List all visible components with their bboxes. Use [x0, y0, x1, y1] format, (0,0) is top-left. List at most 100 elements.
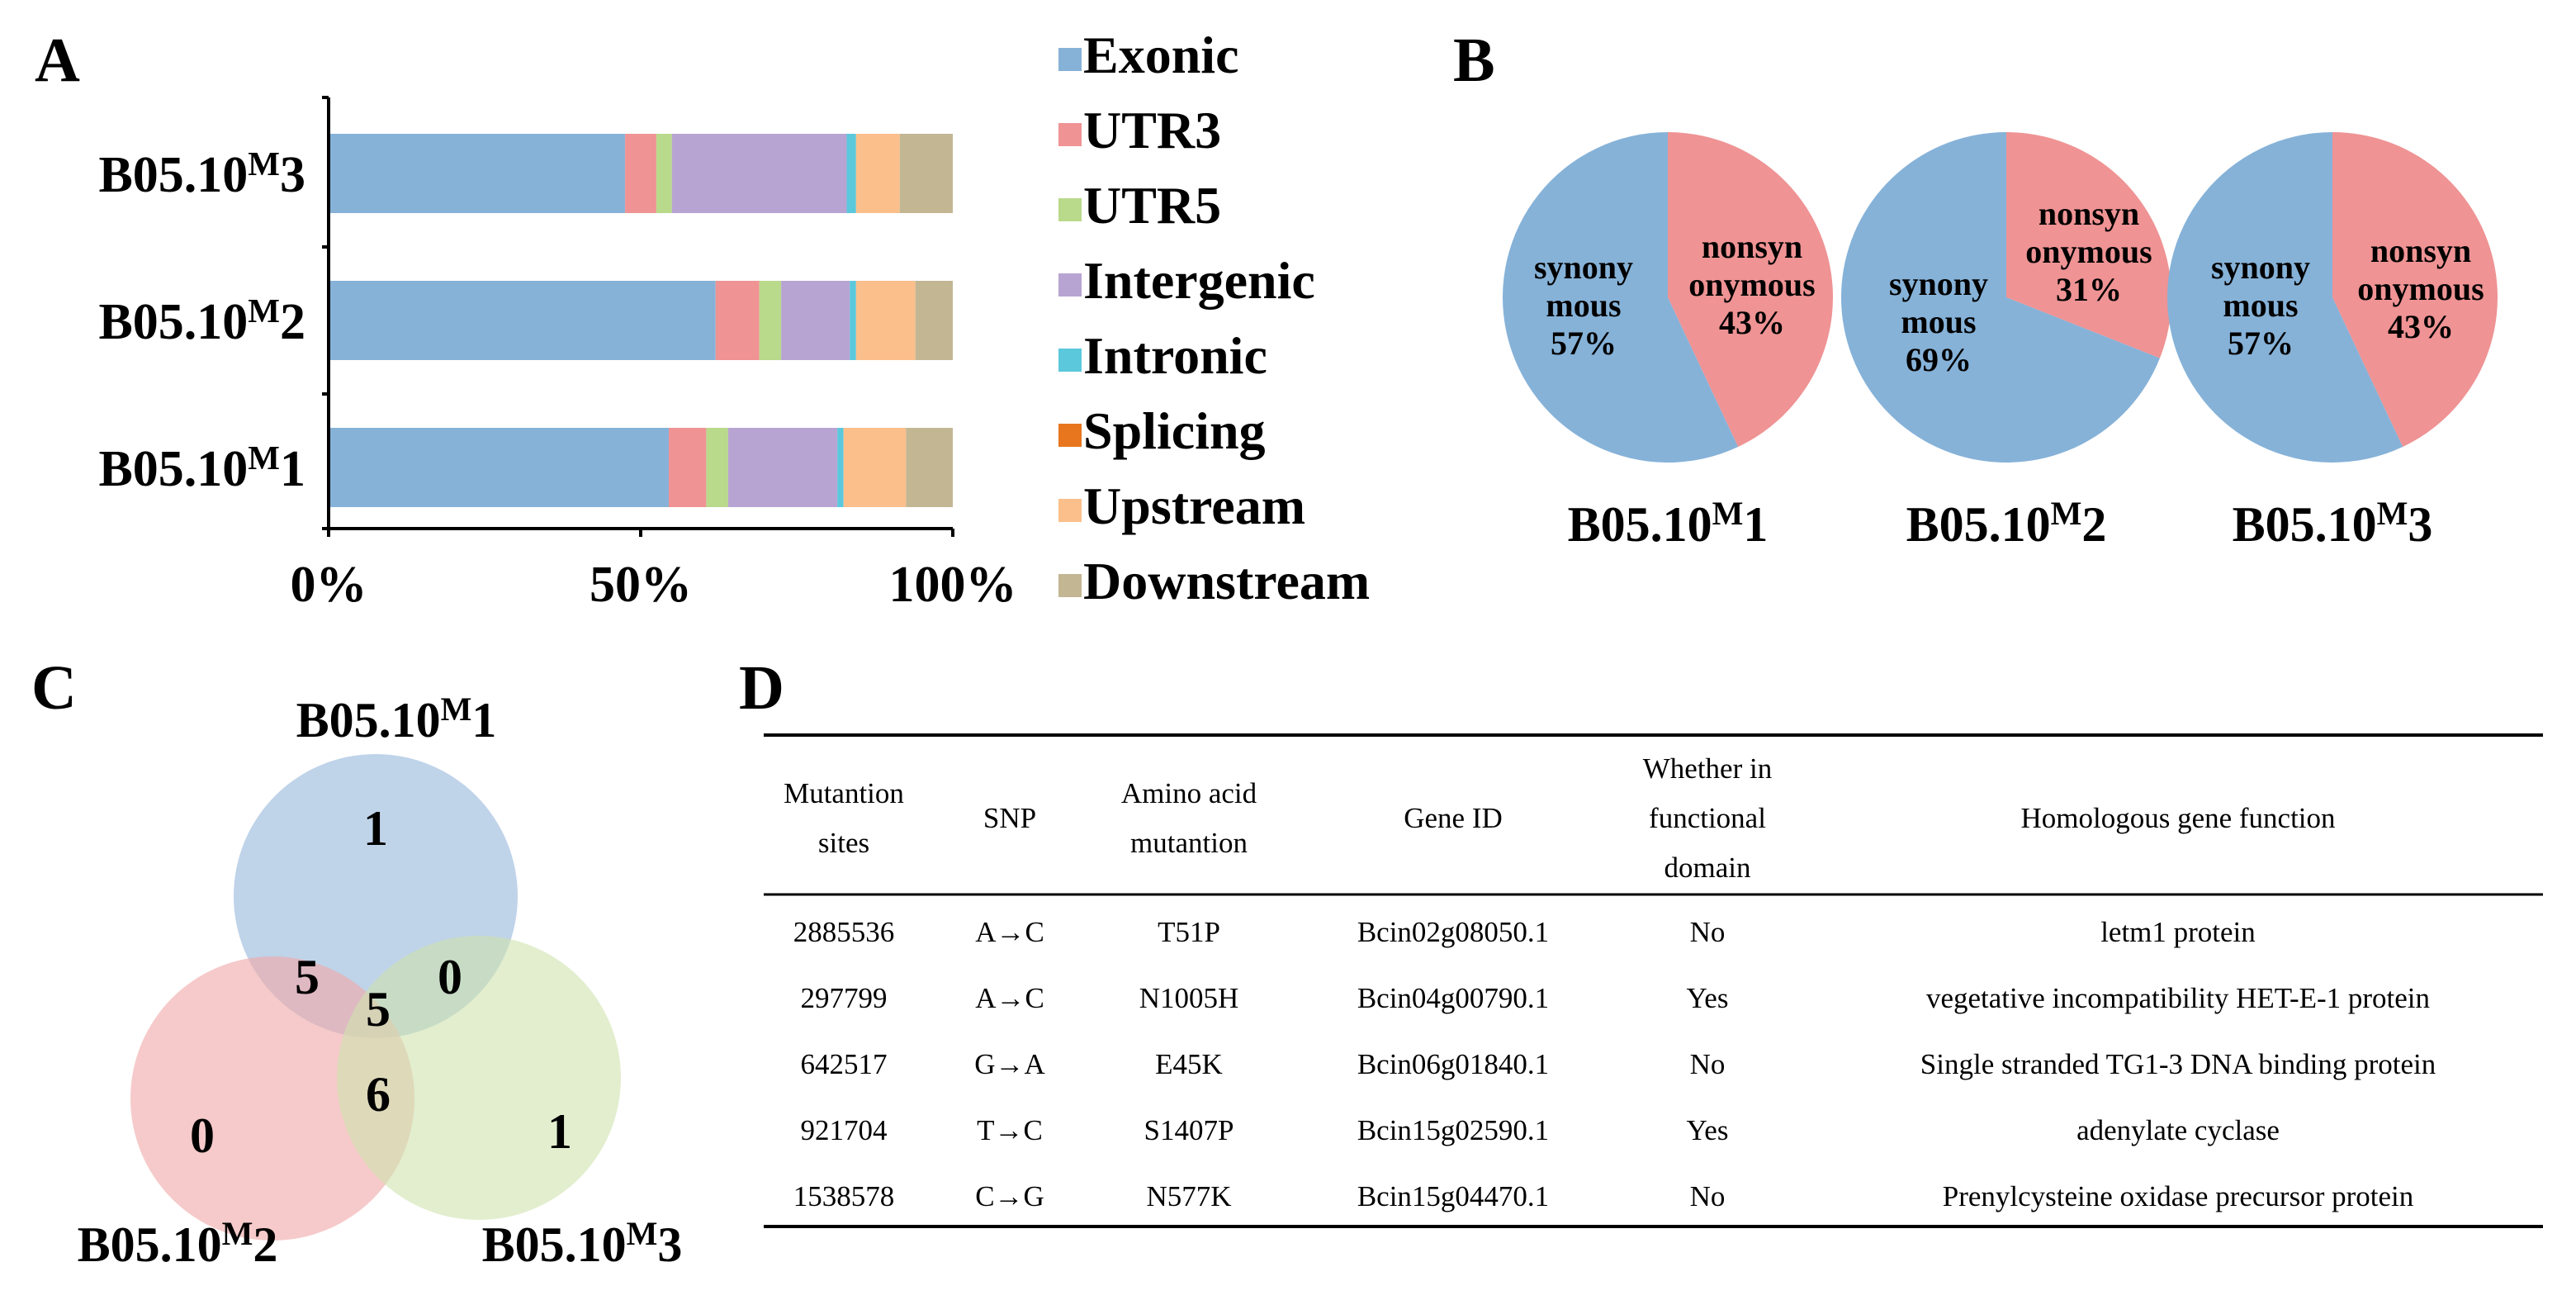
panel-label-c: C [31, 653, 77, 723]
table-header-cell: Mutantion sites [784, 777, 904, 859]
legend-label-utr5: UTR5 [1083, 176, 1221, 235]
pie-slice-label: synony mous 57% [2211, 249, 2310, 362]
table-header-cell: SNP [983, 802, 1036, 834]
table-cell: Single stranded TG1-3 DNA binding protei… [1920, 1048, 2436, 1080]
bar-segment-downstream-3 [906, 428, 953, 507]
table-cell: T51P [1158, 916, 1220, 948]
table-cell: 297799 [801, 982, 888, 1014]
legend-swatch-utr5 [1058, 198, 1082, 221]
venn-count-only-m3: 1 [547, 1104, 572, 1159]
table-cell: Bcin06g01840.1 [1357, 1048, 1549, 1080]
venn-diagram: 1 0 1 5 0 5 6 B05.10M1 B05.10M2 B05.10M3 [78, 690, 683, 1272]
table-header-cell: Amino acid mutantion [1121, 777, 1257, 859]
legend-label-upstream: Upstream [1083, 477, 1305, 535]
y-category-label: B05.10M3 [98, 145, 305, 203]
y-tick-labels: B05.10M3 B05.10M2 B05.10M1 [98, 145, 305, 497]
table-cell: vegetative incompatibility HET-E-1 prote… [1926, 982, 2430, 1014]
table-header: Mutantion sites SNP Amino acid mutantion Gene… [784, 752, 2335, 884]
bar-series-group [329, 134, 953, 507]
panel-label-b: B [1453, 26, 1495, 95]
table-header-cell: Gene ID [1404, 802, 1503, 834]
y-category-label: B05.10M1 [98, 439, 305, 497]
table-cell: Prenylcysteine oxidase precursor protein [1943, 1180, 2414, 1212]
table-cell: Yes [1687, 982, 1729, 1014]
legend-label-exonic: Exonic [1083, 26, 1238, 84]
x-tick-label: 100% [889, 557, 1017, 613]
legend-label-intergenic: Intergenic [1083, 251, 1315, 310]
stacked-bar-chart: B05.10M3 B05.10M2 B05.10M1 0% 50% 100% Exoni… [98, 26, 1370, 613]
table-row: 2885536 A→C T51P Bcin02g08050.1 No letm1 prot… [793, 916, 2256, 948]
bar-segment-intronic-1 [846, 134, 856, 213]
table-cell: C→G [975, 1180, 1044, 1212]
legend-swatch-downstream [1058, 574, 1082, 597]
table-cell: adenylate cyclase [2076, 1114, 2280, 1146]
pie-slice-label: nonsyn onymous 31% [2025, 195, 2152, 308]
venn-count-all: 5 [366, 982, 391, 1037]
pie-slice-label: synony mous 69% [1889, 265, 1988, 378]
table-cell: No [1690, 1180, 1726, 1212]
bar-segment-utr3-2 [715, 281, 760, 360]
pie-slice-synonymous-2 [1841, 132, 2160, 463]
pie-charts: synony mous 57% nonsyn onymous 43% B05.10M1 syn… [1502, 131, 2498, 552]
venn-count-m1-m3: 0 [438, 950, 462, 1004]
pie-slice-nonsynonymous-1 [1668, 132, 1833, 447]
venn-count-m2-m3: 6 [366, 1067, 391, 1122]
table-row: 1538578 C→G N577K Bcin15g04470.1 No Prenylcys… [793, 1180, 2414, 1212]
table-cell: Bcin15g04470.1 [1357, 1180, 1549, 1212]
bar-segment-exonic-2 [329, 281, 716, 360]
x-tick-label: 0% [291, 557, 367, 613]
pie-slice-nonsynonymous-3 [2332, 132, 2498, 447]
table-cell: E45K [1155, 1048, 1223, 1080]
legend-swatch-utr3 [1058, 123, 1082, 146]
table-body: 2885536 A→C T51P Bcin02g08050.1 No letm1 prot… [793, 916, 2436, 1212]
pie-title: B05.10M3 [2233, 495, 2433, 552]
pie-slice-label: synony mous 57% [1534, 249, 1633, 362]
bar-segment-exonic-1 [329, 134, 626, 213]
table-cell: 2885536 [793, 916, 895, 948]
table-cell: A→C [975, 982, 1044, 1014]
table-cell: N577K [1146, 1180, 1231, 1212]
table-cell: N1005H [1139, 982, 1239, 1014]
table-cell: A→C [975, 916, 1044, 948]
bar-segment-intergenic-1 [671, 134, 847, 213]
venn-count-only-m2: 0 [190, 1108, 215, 1163]
mutation-table: Mutantion sites SNP Amino acid mutantion Gene… [764, 733, 2543, 1228]
bar-segment-utr5-3 [706, 428, 728, 507]
table-cell: Bcin15g02590.1 [1357, 1114, 1549, 1146]
table-cell: G→A [974, 1048, 1045, 1080]
venn-set-label-m3: B05.10M3 [482, 1215, 683, 1272]
bar-segment-upstream-2 [855, 281, 916, 360]
legend-swatch-intronic [1058, 349, 1082, 372]
legend-swatch-exonic [1058, 48, 1082, 71]
bar-segment-intergenic-2 [781, 281, 850, 360]
table-row: 921704 T→C S1407P Bcin15g02590.1 Yes adenylat… [801, 1114, 2280, 1146]
legend-label-intronic: Intronic [1083, 326, 1267, 385]
legend-swatch-upstream [1058, 499, 1082, 522]
x-tick-label: 50% [590, 557, 692, 613]
x-ticks [327, 529, 954, 537]
pie-slice-label: nonsyn onymous 43% [2357, 232, 2484, 345]
venn-count-m1-m2: 5 [295, 950, 320, 1004]
bar-segment-exonic-3 [329, 428, 670, 507]
venn-count-only-m1: 1 [363, 801, 388, 856]
bar-segment-intronic-3 [837, 428, 844, 507]
x-tick-labels: 0% 50% 100% [291, 557, 1017, 613]
pie-slice-label: nonsyn onymous 43% [1688, 228, 1815, 341]
table-cell: Bcin04g00790.1 [1357, 982, 1549, 1014]
legend: Exonic UTR3 UTR5 Intergenic Intronic Splicing… [1058, 26, 1370, 610]
table-row: 297799 A→C N1005H Bcin04g00790.1 Yes vegetati… [801, 982, 2431, 1014]
table-cell: S1407P [1144, 1114, 1234, 1146]
table-cell: 642517 [801, 1048, 888, 1080]
bar-segment-utr3-1 [625, 134, 656, 213]
table-cell: No [1690, 1048, 1726, 1080]
pie-title: B05.10M2 [1906, 495, 2107, 552]
panel-label-a: A [35, 26, 80, 95]
y-category-label: B05.10M2 [98, 292, 305, 350]
bar-segment-downstream-2 [915, 281, 953, 360]
pie-slice-nonsynonymous-2 [2006, 132, 2171, 358]
table-cell: 1538578 [793, 1180, 895, 1212]
pie-slice-synonymous-1 [1502, 131, 1739, 463]
table-header-cell: Whether in functional domain [1643, 752, 1772, 884]
table-cell: T→C [977, 1114, 1043, 1146]
